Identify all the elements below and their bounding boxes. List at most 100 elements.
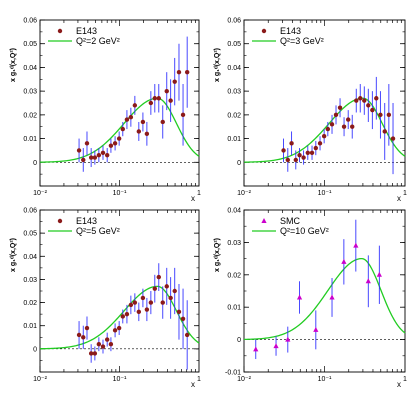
data-point xyxy=(124,311,130,317)
legend-marker xyxy=(261,28,267,34)
data-point xyxy=(176,69,182,75)
x-tick-label: 10⁻² xyxy=(237,376,251,383)
data-point xyxy=(374,96,379,101)
y-tick-label: 0.03 xyxy=(23,277,37,284)
y-tick-label: -0.01 xyxy=(225,370,241,377)
legend-marker xyxy=(57,218,63,224)
data-point xyxy=(136,129,142,134)
data-point xyxy=(293,157,298,163)
x-tick-label: 10⁻² xyxy=(33,190,47,197)
data-point xyxy=(84,325,90,331)
legend-marker xyxy=(261,218,267,223)
x-tick-label: 10⁻² xyxy=(33,376,47,383)
data-point xyxy=(120,314,125,319)
data-point xyxy=(184,332,190,338)
model-curve xyxy=(243,257,406,341)
y-tick-label: 0.03 xyxy=(227,240,241,247)
data-point xyxy=(100,150,106,155)
x-tick-label: 1 xyxy=(197,190,201,197)
chart-panel-3: 0 0.01 0.02 0.03 0.04 0.05 0.06 10⁻² 10⁻¹ 1x x g₁ᵈ… xyxy=(10,208,201,390)
y-tick-label: 0.03 xyxy=(23,89,37,96)
y-tick-label: 0.02 xyxy=(23,112,37,119)
data-point xyxy=(96,152,102,158)
data-point xyxy=(140,119,146,125)
y-tick-label: 0.01 xyxy=(23,323,37,330)
x-tick-label: 10⁻² xyxy=(237,190,251,197)
y-tick-label: 0.06 xyxy=(227,18,241,25)
y-tick-label: 0 xyxy=(33,346,37,353)
data-point xyxy=(285,157,290,163)
y-tick-label: 0.05 xyxy=(227,41,241,48)
data-point xyxy=(305,150,310,155)
data-point xyxy=(140,295,146,301)
legend-curve-label: Q²=2 GeV² xyxy=(76,36,120,46)
data-point xyxy=(376,271,382,277)
data-point xyxy=(353,242,359,248)
data-point xyxy=(358,96,363,101)
data-point xyxy=(160,119,165,125)
y-tick-label: 0.02 xyxy=(227,272,241,279)
data-point xyxy=(84,141,90,146)
data-point xyxy=(350,124,355,129)
data-point xyxy=(108,342,114,347)
data-point xyxy=(333,112,339,118)
x-axis-label: x xyxy=(397,380,401,389)
data-point xyxy=(112,328,118,333)
data-point xyxy=(309,150,315,155)
data-point xyxy=(325,126,331,132)
data-point xyxy=(180,112,186,118)
data-point xyxy=(329,294,335,300)
data-point xyxy=(289,141,294,146)
y-tick-label: 0.02 xyxy=(23,300,37,307)
y-tick-label: 0.05 xyxy=(23,231,37,238)
data-point xyxy=(152,96,158,101)
data-point xyxy=(285,336,291,342)
data-point xyxy=(100,344,106,349)
data-point xyxy=(160,300,165,305)
chart-panel-1: 0 0.01 0.02 0.03 0.04 0.05 0.06 10⁻² 10⁻¹ 1x x g₁ᵈ… xyxy=(10,18,201,204)
data-point xyxy=(313,145,319,151)
data-point xyxy=(253,346,259,352)
legend-marker xyxy=(57,28,63,34)
data-point xyxy=(144,131,150,137)
data-point xyxy=(172,79,177,84)
data-point xyxy=(108,143,114,148)
x-tick-label: 1 xyxy=(403,376,407,383)
data-point xyxy=(329,122,335,127)
data-point xyxy=(132,300,138,305)
model-curve xyxy=(39,285,200,350)
data-point xyxy=(81,157,86,163)
y-tick-label: 0.04 xyxy=(23,254,37,261)
chart-panel-2: 0 0.01 0.02 0.03 0.04 0.05 0.06 10⁻² 10⁻¹ 1x x g₁ᵈ… xyxy=(214,18,407,204)
data-point xyxy=(296,294,303,300)
data-point xyxy=(180,316,186,321)
x-tick-label: 10⁻¹ xyxy=(318,376,332,383)
data-point xyxy=(76,148,82,153)
data-point xyxy=(96,342,102,347)
y-tick-label: 0 xyxy=(237,160,241,167)
data-point xyxy=(301,155,306,160)
data-point xyxy=(92,155,98,160)
data-point xyxy=(148,100,154,106)
data-point xyxy=(132,103,138,108)
data-point xyxy=(124,117,130,122)
y-tick-label: 0 xyxy=(33,160,37,167)
y-tick-label: 0.06 xyxy=(23,208,37,215)
data-point xyxy=(164,284,169,289)
data-point xyxy=(76,332,82,338)
data-point xyxy=(382,129,387,134)
y-tick-label: 0.01 xyxy=(227,305,241,312)
data-point xyxy=(88,155,94,160)
data-point xyxy=(365,278,371,284)
x-tick-label: 1 xyxy=(403,190,407,197)
y-axis-label: x g₁ᵈ(x,Q²) xyxy=(10,238,17,272)
data-point xyxy=(366,103,371,108)
data-point xyxy=(354,98,359,103)
data-point xyxy=(386,112,392,118)
data-point xyxy=(168,98,173,103)
data-point xyxy=(297,152,302,158)
data-point xyxy=(168,295,173,301)
x-axis-label: x xyxy=(397,194,401,203)
y-tick-label: 0.04 xyxy=(227,65,241,72)
